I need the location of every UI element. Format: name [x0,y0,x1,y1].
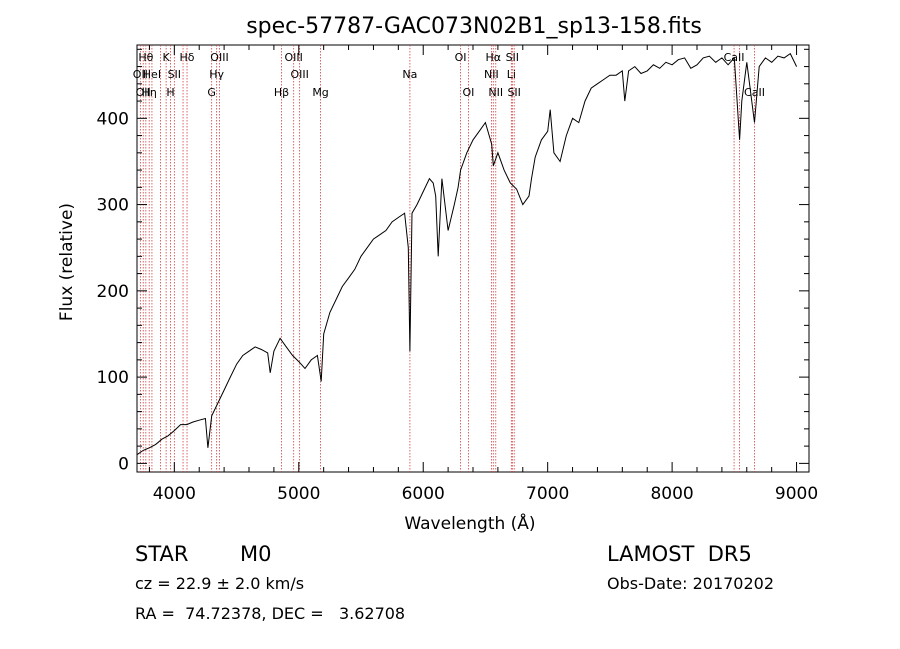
y-tick-label: 200 [97,282,129,302]
x-tick-label: 7000 [526,484,569,504]
spectral-line-labels: OIIOIIHθHηHeIKHSIIHδGHγOIIIHβOIIIOIIIMgN… [133,51,765,99]
object-class: STAR [135,542,189,566]
x-tick-label: 6000 [402,484,445,504]
spectral-line-label: OII [136,86,151,99]
x-axis: 4000 5000 6000 7000 8000 9000 [148,45,818,504]
y-tick-label: 100 [97,368,129,388]
spectral-line-label: OIII [284,51,302,64]
y-axis-label: Flux (relative) [57,203,77,321]
redshift-text: cz = 22.9 ± 2.0 km/s [135,574,305,593]
spectral-line-label: Hθ [138,51,153,64]
x-tick-label: 8000 [650,484,693,504]
y-tick-label: 300 [97,196,129,216]
spectral-line-label: Hβ [274,86,289,99]
spectral-line-label: Li [507,68,516,81]
spectral-line-label: Hδ [180,51,195,64]
survey-name: LAMOST DR5 [607,542,752,566]
object-subclass: M0 [240,542,272,566]
spectral-line-label: Hα [486,51,502,64]
spectral-line-label: G [207,86,216,99]
plot-frame [136,44,810,473]
x-axis-label: Wavelength (Å) [404,512,535,534]
coordinates-text: RA = 74.72378, DEC = 3.62708 [135,604,406,623]
spectral-line-label: Hη [142,86,157,99]
spectral-line-label: NII [488,86,503,99]
chart-title: spec-57787-GAC073N02B1_sp13-158.fits [246,14,702,39]
spectral-line-label: H [166,86,174,99]
spectral-line-label: Hγ [209,68,224,81]
x-tick-label: 4000 [153,484,196,504]
spectral-line-label: Mg [312,86,328,99]
x-tick-label: 9000 [775,484,818,504]
spectral-line-label: OI [455,51,467,64]
spectral-line-label: K [163,51,171,64]
spectral-line-label: HeI [143,68,161,81]
spectral-line-label: Na [402,68,417,81]
spectral-line-label: SII [506,51,519,64]
y-axis: 0 100 200 300 400 [97,48,809,474]
spectral-line-label: OIII [210,51,228,64]
y-tick-label: 400 [97,109,129,129]
spectrum-series-line [136,52,798,456]
x-tick-label: 5000 [277,484,320,504]
obs-date-text: Obs-Date: 20170202 [607,574,775,593]
spectral-line-label: NII [484,68,499,81]
spectral-line-label: OII [133,68,148,81]
spectral-line-markers [139,45,755,472]
spectral-line-label: OIII [290,68,308,81]
y-tick-label: 0 [118,454,129,474]
spectral-line-label: CaII [744,86,765,99]
spectral-line-label: SII [507,86,520,99]
spectral-line-label: SII [168,68,181,81]
spectral-line-label: OI [462,86,474,99]
